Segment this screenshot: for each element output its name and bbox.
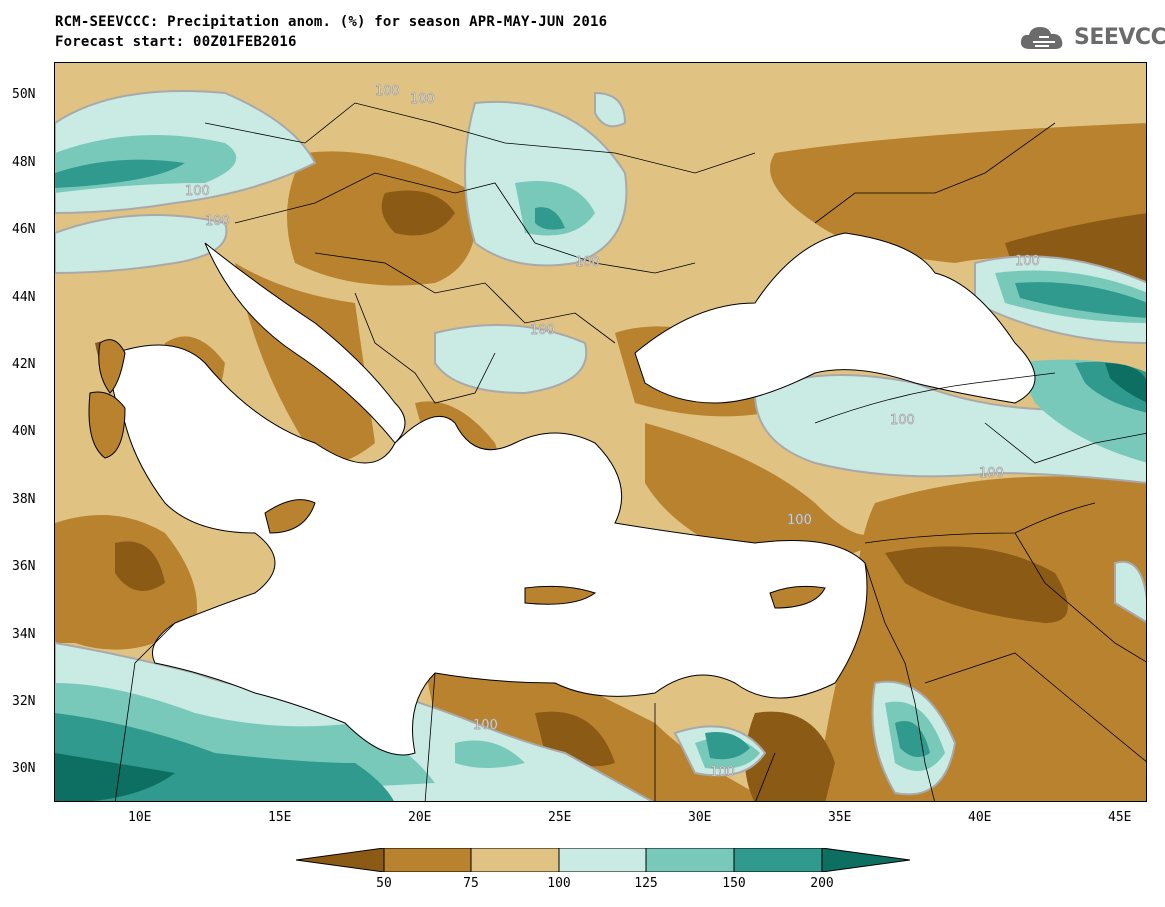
- x-tick-label: 20E: [408, 810, 432, 825]
- contour-label: 100: [375, 84, 400, 99]
- contour-label: 100: [530, 323, 555, 338]
- contour-label: 100: [979, 466, 1004, 481]
- colorbar-segment: [733, 848, 823, 872]
- contour-label: 100: [575, 255, 600, 270]
- cloud-icon: [1020, 27, 1063, 49]
- y-tick-label: 36N: [12, 559, 36, 574]
- contour-label: 100: [410, 92, 435, 107]
- y-tick-label: 48N: [12, 155, 36, 170]
- contour-label: 100: [185, 184, 210, 199]
- map-title: RCM-SEEVCCC: Precipitation anom. (%) for…: [55, 14, 608, 30]
- y-tick-label: 30N: [12, 761, 36, 776]
- y-tick-label: 46N: [12, 222, 36, 237]
- x-tick-label: 45E: [1108, 810, 1132, 825]
- contour-label: 100: [205, 214, 230, 229]
- map-frame: 100 100 100 100 100 100 100 100 100 100 …: [54, 62, 1147, 802]
- x-tick-label: 30E: [688, 810, 712, 825]
- seevccc-logo: SEEVCCC: [1018, 22, 1165, 52]
- colorbar-label: 200: [810, 876, 834, 891]
- y-tick-label: 40N: [12, 424, 36, 439]
- colorbar-segment: [383, 848, 472, 872]
- contour-labels: 100 100 100 100 100 100 100 100 100 100 …: [185, 84, 1041, 781]
- colorbar-segment: [296, 848, 385, 872]
- y-tick-label: 50N: [12, 87, 36, 102]
- colorbar-label: 150: [722, 876, 746, 891]
- colorbar-segment: [821, 848, 910, 872]
- country-borders: [114, 102, 1146, 801]
- y-tick-label: 34N: [12, 627, 36, 642]
- anomaly-50-regions: [95, 190, 1146, 801]
- colorbar-segment: [558, 848, 647, 872]
- forecast-start-subtitle: Forecast start: 00Z01FEB2016: [55, 34, 297, 50]
- y-tick-label: 42N: [12, 357, 36, 372]
- anomaly-over-200-regions: [55, 363, 1146, 801]
- contour-label: 100: [710, 765, 735, 780]
- x-tick-label: 15E: [268, 810, 292, 825]
- x-tick-label: 40E: [968, 810, 992, 825]
- x-tick-label: 10E: [128, 810, 152, 825]
- sea-areas: [111, 232, 1036, 756]
- contour-label: 100: [890, 413, 915, 428]
- x-tick-label: 35E: [828, 810, 852, 825]
- colorbar-label: 100: [547, 876, 571, 891]
- logo-text: SEEVCCC: [1074, 24, 1165, 50]
- y-tick-label: 44N: [12, 290, 36, 305]
- islands: [88, 339, 826, 609]
- colorbar-label: 125: [634, 876, 658, 891]
- x-tick-label: 25E: [548, 810, 572, 825]
- y-tick-label: 38N: [12, 492, 36, 507]
- contour-label: 100: [787, 513, 812, 528]
- colorbar-segment: [645, 848, 735, 872]
- y-tick-label: 32N: [12, 694, 36, 709]
- precipitation-anomaly-map: 100 100 100 100 100 100 100 100 100 100 …: [55, 63, 1146, 801]
- colorbar-label: 75: [463, 876, 479, 891]
- contour-label: 100: [1015, 254, 1040, 269]
- contour-label: 100: [473, 718, 498, 733]
- colorbar-segment: [470, 848, 560, 872]
- colorbar: [296, 848, 910, 872]
- colorbar-label: 50: [376, 876, 392, 891]
